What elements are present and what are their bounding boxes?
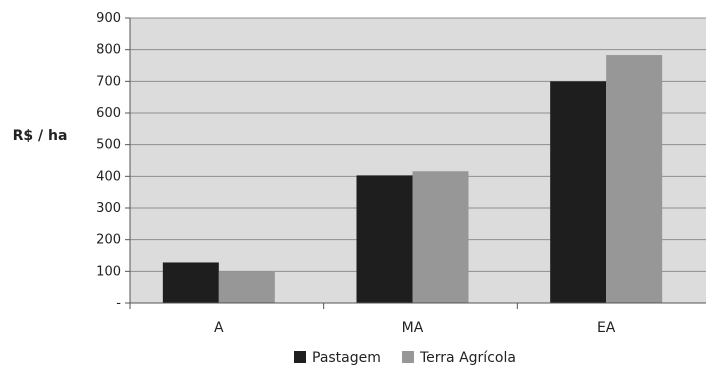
x-tick-label: A [214, 320, 224, 336]
legend-swatch [294, 351, 306, 363]
bar-terra-agr-cola-ea [606, 55, 663, 303]
y-tick-label: 800 [96, 43, 121, 58]
bar-terra-agr-cola-ma [412, 171, 469, 303]
y-axis-label: R$ / ha [13, 128, 68, 144]
y-tick-label: 200 [96, 233, 121, 248]
y-tick-label: - [116, 296, 121, 311]
y-tick-label: 700 [96, 74, 121, 89]
x-tick-label: EA [597, 320, 616, 336]
x-tick-label: MA [402, 320, 424, 336]
y-tick-label: 500 [96, 138, 121, 153]
bars [162, 55, 663, 303]
y-tick-label: 400 [96, 169, 121, 184]
y-tick-labels: - 100 200 300 400 500 600 700 800 900 [96, 11, 130, 311]
y-tick-label: 600 [96, 106, 121, 121]
y-tick-label: 100 [96, 264, 121, 279]
legend: Pastagem Terra Agrícola [294, 350, 516, 366]
y-tick-label: 900 [96, 11, 121, 26]
bar-pastagem-a [162, 262, 219, 303]
legend-label: Terra Agrícola [419, 350, 516, 366]
axes [129, 18, 706, 304]
bar-pastagem-ma [356, 175, 413, 303]
x-tick-labels: A MA EA [129, 303, 616, 336]
legend-swatch [402, 351, 414, 363]
legend-label: Pastagem [312, 350, 381, 366]
bar-terra-agr-cola-a [218, 271, 275, 303]
y-tick-label: 300 [96, 201, 121, 216]
bar-pastagem-ea [550, 81, 607, 303]
